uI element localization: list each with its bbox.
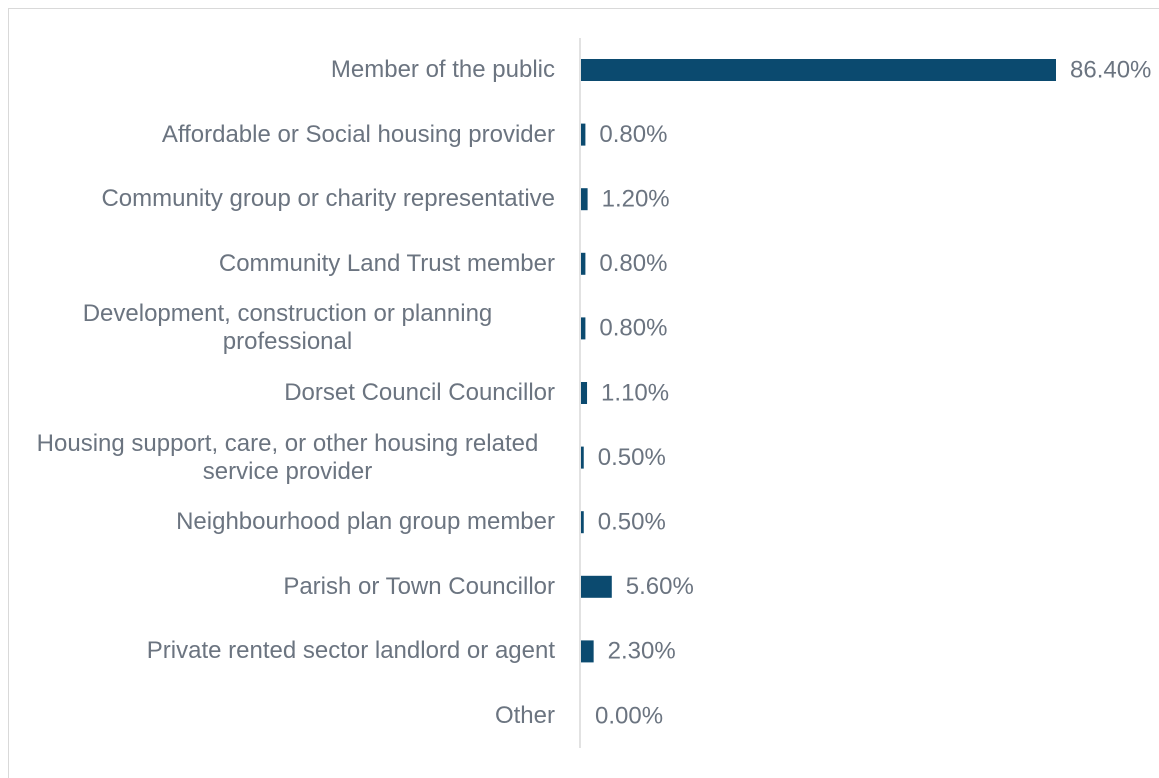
category-label: Community Land Trust member xyxy=(218,249,555,277)
bar xyxy=(581,446,584,469)
value-label: 1.20% xyxy=(602,186,670,213)
value-label: 0.80% xyxy=(599,315,667,342)
bar xyxy=(581,123,586,146)
value-label: 86.40% xyxy=(1070,56,1151,83)
category-label: Parish or Town Councillor xyxy=(283,572,555,600)
bar xyxy=(581,252,586,275)
value-label: 5.60% xyxy=(626,573,694,600)
value-label: 0.00% xyxy=(595,702,663,729)
category-label: Community group or charity representativ… xyxy=(101,185,555,213)
bar xyxy=(581,317,586,340)
category-label: Development, construction or planning pr… xyxy=(82,300,493,356)
category-label: Other xyxy=(494,702,555,729)
value-label: 0.80% xyxy=(599,250,667,277)
value-label: 0.50% xyxy=(598,509,666,536)
bar xyxy=(581,59,1056,81)
category-label: Affordable or Social housing provider xyxy=(161,120,555,148)
value-label: 2.30% xyxy=(608,638,676,665)
value-label: 0.50% xyxy=(598,444,666,471)
category-label: Private rented sector landlord or agent xyxy=(146,637,555,665)
category-label: Neighbourhood plan group member xyxy=(176,508,555,536)
value-label: 1.10% xyxy=(601,379,669,406)
category-label: Housing support, care, or other housing … xyxy=(36,429,539,485)
chart-frame xyxy=(8,8,1159,778)
bar xyxy=(581,575,612,598)
bar xyxy=(581,188,588,211)
bar xyxy=(581,382,588,404)
category-label: Member of the public xyxy=(330,56,555,83)
bar xyxy=(581,640,594,663)
category-label: Dorset Council Councillor xyxy=(284,379,555,406)
value-label: 0.80% xyxy=(599,121,667,148)
bar xyxy=(581,511,584,534)
